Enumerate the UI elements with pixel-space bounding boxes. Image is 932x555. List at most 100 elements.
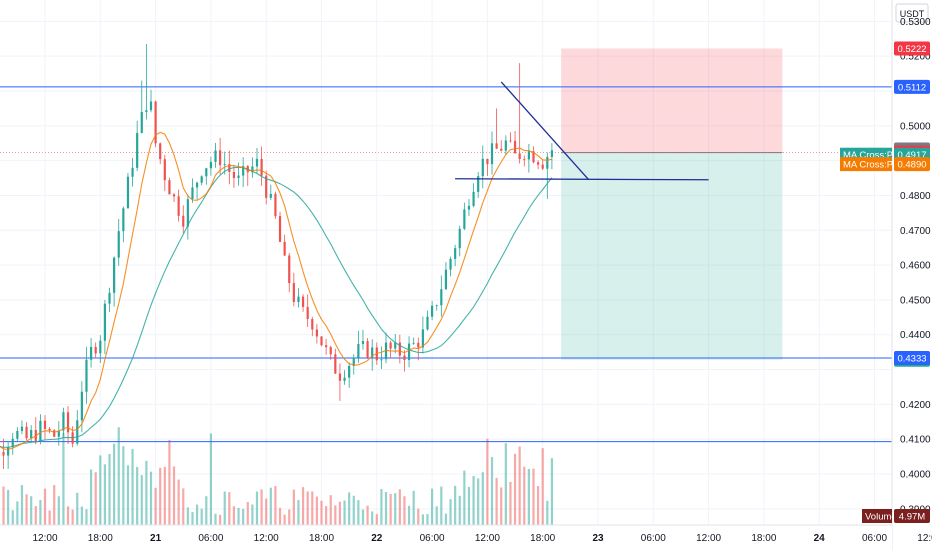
candle-body xyxy=(343,378,345,381)
volume-bar xyxy=(551,458,553,525)
volume-bar xyxy=(380,489,382,525)
price-tick-label: 0.4100 xyxy=(900,435,931,446)
candle-body xyxy=(164,159,166,180)
candle-body xyxy=(85,360,87,392)
position-zones xyxy=(561,49,782,360)
price-tick-label: 0.4800 xyxy=(900,191,931,202)
volume-bar xyxy=(44,489,46,525)
candle-body xyxy=(551,150,553,157)
candle-body xyxy=(500,149,502,151)
candle-body xyxy=(201,176,203,182)
candle-body xyxy=(293,283,295,302)
volume-bar xyxy=(191,512,193,525)
candle-body xyxy=(528,151,530,159)
volume-bar xyxy=(468,487,470,525)
volume-bar xyxy=(242,509,244,525)
volume-bar xyxy=(339,502,341,525)
candle-body xyxy=(187,199,189,226)
time-tick-label: 12:00 xyxy=(917,533,932,544)
candle-body xyxy=(99,341,101,354)
volume-bar xyxy=(219,515,221,525)
candle-body xyxy=(210,162,212,168)
candle-body xyxy=(76,420,78,443)
candle-body xyxy=(159,143,161,159)
volume-bar xyxy=(408,506,410,525)
volume-bar xyxy=(233,506,235,525)
candle-body xyxy=(445,270,447,290)
time-tick-label: 18:00 xyxy=(751,533,776,544)
candle-body xyxy=(95,347,97,353)
volume-bar xyxy=(307,491,309,525)
price-tick-label: 0.5300 xyxy=(900,17,931,28)
volume-bar xyxy=(256,492,258,525)
volume-bar xyxy=(366,506,368,525)
volume-bar xyxy=(58,496,60,525)
time-tick-label: 21 xyxy=(150,533,162,544)
volume-bar xyxy=(449,499,451,525)
volume-bar xyxy=(173,466,175,525)
candle-body xyxy=(390,343,392,349)
price-label: 0.5222 xyxy=(897,44,926,55)
volume-bar xyxy=(431,489,433,525)
candle-body xyxy=(519,153,521,159)
time-tick-label: 12:00 xyxy=(696,533,721,544)
candle-body xyxy=(191,187,193,199)
volume-bar xyxy=(265,499,267,525)
volume-bar xyxy=(390,494,392,525)
candle-body xyxy=(408,344,410,360)
volume-bar xyxy=(76,493,78,525)
take-profit-zone xyxy=(561,153,782,360)
volume-bar xyxy=(482,472,484,525)
volume-bar xyxy=(523,467,525,525)
volume-bar xyxy=(2,487,4,525)
volume-bar xyxy=(95,472,97,525)
candle-body xyxy=(362,341,364,344)
candle-body xyxy=(150,101,152,110)
volume-bar xyxy=(274,486,276,525)
time-tick-label: 06:00 xyxy=(420,533,445,544)
volume-bar xyxy=(81,507,83,525)
price-tick-label: 0.5000 xyxy=(900,121,931,132)
volume-bar xyxy=(454,486,456,525)
candle-body xyxy=(514,141,516,154)
candle-body xyxy=(431,306,433,317)
volume-bar xyxy=(325,506,327,525)
volume-bar xyxy=(247,502,249,525)
volume-bar xyxy=(417,509,419,525)
volume-bar xyxy=(528,469,530,525)
candle-body xyxy=(44,421,46,429)
volume-bar xyxy=(505,443,507,525)
candle-body xyxy=(523,159,525,160)
time-tick-label: 18:00 xyxy=(530,533,555,544)
candle-body xyxy=(237,176,239,179)
volume-bar xyxy=(127,465,129,525)
stop-loss-zone xyxy=(561,49,782,153)
volume-bar xyxy=(25,494,27,525)
volume-bar xyxy=(178,480,180,525)
candle-body xyxy=(357,344,359,357)
time-tick-label: 06:00 xyxy=(862,533,887,544)
candle-body xyxy=(380,359,382,360)
volume-bar xyxy=(90,470,92,525)
candle-body xyxy=(403,356,405,360)
volume-bar xyxy=(362,509,364,525)
volume-bar xyxy=(251,505,253,525)
candle-body xyxy=(214,150,216,161)
volume-bar xyxy=(72,510,74,525)
candle-body xyxy=(53,430,55,437)
volume-bar xyxy=(155,488,157,525)
volume-bar xyxy=(472,476,474,525)
candle-body xyxy=(233,172,235,178)
volume-bar xyxy=(371,511,373,525)
volume-bar xyxy=(403,496,405,525)
candle-body xyxy=(178,196,180,215)
candle-body xyxy=(118,231,120,257)
candle-body xyxy=(325,345,327,347)
time-tick-label: 12:00 xyxy=(32,533,57,544)
time-tick-label: 23 xyxy=(592,533,604,544)
candle-body xyxy=(224,164,226,165)
candle-body xyxy=(2,452,4,456)
